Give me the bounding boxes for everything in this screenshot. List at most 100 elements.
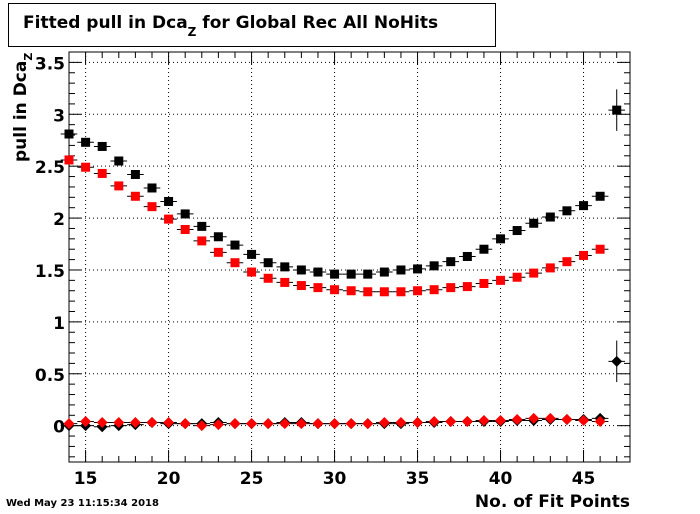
- data-point-diamond: [163, 417, 175, 429]
- y-axis-label: pull in DcaZ: [11, 52, 35, 162]
- data-point-diamond: [445, 416, 457, 428]
- grid-lines: [69, 52, 630, 462]
- y-tick-label: 2: [53, 210, 65, 230]
- x-tick-label: 20: [157, 469, 181, 489]
- data-point-square: [562, 206, 572, 216]
- data-point-diamond: [179, 418, 191, 430]
- data-point-square: [81, 137, 91, 147]
- data-series: [60, 89, 626, 433]
- data-point-square: [180, 224, 190, 234]
- data-point-diamond: [378, 417, 390, 429]
- data-point-square: [230, 240, 240, 250]
- data-point-diamond: [295, 418, 307, 430]
- data-point-square: [512, 272, 522, 282]
- series-1: [60, 89, 626, 279]
- data-point-diamond: [544, 412, 556, 424]
- x-tick-label: 15: [74, 469, 98, 489]
- series-4: [60, 412, 609, 432]
- data-point-square: [595, 244, 605, 254]
- data-point-diamond: [279, 418, 291, 430]
- data-point-diamond: [146, 417, 158, 429]
- data-point-square: [496, 275, 506, 285]
- data-point-diamond: [511, 413, 523, 425]
- data-point-square: [396, 265, 406, 275]
- data-point-square: [280, 277, 290, 287]
- data-point-square: [346, 269, 356, 279]
- data-point-square: [296, 265, 306, 275]
- y-tick-label: 1.5: [35, 262, 65, 282]
- x-tick-label: 35: [406, 469, 430, 489]
- data-point-square: [263, 258, 273, 268]
- data-point-diamond: [428, 416, 440, 428]
- y-tick-label: 0: [53, 418, 65, 438]
- data-point-square: [429, 285, 439, 295]
- data-point-square: [147, 183, 157, 193]
- data-point-diamond: [578, 414, 590, 426]
- data-point-square: [130, 191, 140, 201]
- data-point-square: [313, 283, 323, 293]
- data-point-diamond: [329, 418, 341, 430]
- data-point-square: [97, 141, 107, 151]
- data-point-square: [413, 286, 423, 296]
- data-point-square: [379, 287, 389, 297]
- chart-title-box: Fitted pull in DcaZ for Global Rec All N…: [8, 3, 496, 47]
- data-point-diamond: [212, 419, 224, 431]
- data-point-square: [64, 129, 74, 139]
- data-point-diamond: [129, 417, 141, 429]
- y-tick-label: 1: [53, 314, 65, 334]
- x-tick-label: 25: [240, 469, 264, 489]
- data-point-square: [446, 283, 456, 293]
- data-point-diamond: [312, 418, 324, 430]
- data-point-square: [263, 273, 273, 283]
- data-point-square: [363, 269, 373, 279]
- series-2: [60, 155, 609, 297]
- data-point-square: [579, 201, 589, 211]
- data-point-diamond: [96, 417, 108, 429]
- data-point-square: [396, 287, 406, 297]
- x-axis-label: No. of Fit Points: [474, 492, 630, 512]
- data-point-square: [197, 221, 207, 231]
- data-point-square: [479, 278, 489, 288]
- y-tick-label: 0.5: [35, 366, 65, 386]
- data-point-square: [247, 249, 257, 259]
- y-tick-label: 3.5: [35, 54, 65, 74]
- data-point-square: [529, 218, 539, 228]
- data-point-diamond: [113, 417, 125, 429]
- data-point-diamond: [362, 418, 374, 430]
- data-point-square: [462, 282, 472, 292]
- x-tick-label: 30: [323, 469, 347, 489]
- data-point-diamond: [461, 416, 473, 428]
- y-tick-label: 2.5: [35, 158, 65, 178]
- x-tick-label: 40: [489, 469, 513, 489]
- data-point-square: [512, 226, 522, 236]
- data-point-diamond: [611, 355, 623, 367]
- data-point-diamond: [246, 418, 258, 430]
- data-point-diamond: [63, 418, 75, 430]
- data-point-square: [462, 251, 472, 261]
- chart-title: Fitted pull in DcaZ for Global Rec All N…: [23, 13, 439, 39]
- axes: 15 20 25 30 35 40 45 0 0.5 1 1.5 2 2.5 3 3.5: [35, 52, 630, 489]
- data-point-square: [346, 286, 356, 296]
- data-point-square: [595, 191, 605, 201]
- data-point-square: [130, 169, 140, 179]
- data-point-square: [313, 267, 323, 277]
- timestamp: Wed May 23 11:15:34 2018: [6, 498, 159, 509]
- data-point-square: [147, 202, 157, 212]
- data-point-square: [230, 258, 240, 268]
- data-point-square: [479, 244, 489, 254]
- data-point-square: [363, 287, 373, 297]
- data-point-diamond: [229, 418, 241, 430]
- x-tick-label: 45: [572, 469, 596, 489]
- data-point-square: [280, 262, 290, 272]
- data-point-square: [213, 247, 223, 257]
- plot-frame: [68, 51, 631, 463]
- data-point-diamond: [196, 420, 208, 432]
- data-point-square: [330, 269, 340, 279]
- data-point-square: [545, 263, 555, 273]
- data-point-square: [114, 181, 124, 191]
- data-point-square: [413, 264, 423, 274]
- y-tick-label: 3: [53, 106, 65, 126]
- data-point-diamond: [395, 417, 407, 429]
- data-point-square: [247, 267, 257, 277]
